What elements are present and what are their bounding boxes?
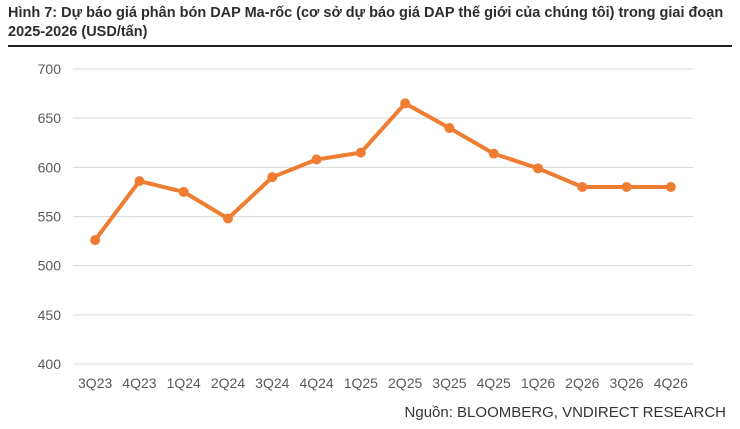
x-tick-label: 4Q23: [122, 375, 156, 391]
y-tick-label: 550: [38, 209, 62, 225]
data-point-1Q26: [533, 163, 543, 174]
x-axis-ticks: 3Q23 4Q23 1Q24 2Q24 3Q24 4Q24 1Q25 2Q25 3Q25 4Q25…: [78, 375, 688, 391]
series-line-0: [93, 101, 673, 243]
y-tick-label: 600: [38, 159, 62, 175]
title-divider: [8, 45, 732, 47]
x-tick-label: 4Q25: [477, 375, 511, 391]
y-tick-label: 650: [38, 110, 62, 126]
data-point-4Q26: [665, 182, 676, 192]
y-tick-label: 500: [38, 258, 62, 274]
y-axis-ticks: 400 450 500 550 600 650 700: [38, 61, 62, 372]
data-point-1Q24: [178, 186, 189, 197]
data-point-2Q24: [223, 213, 233, 224]
data-point-2Q25: [400, 98, 411, 109]
x-tick-label: 3Q24: [255, 375, 289, 391]
x-tick-label: 2Q25: [388, 375, 422, 391]
x-tick-label: 1Q24: [167, 375, 201, 391]
x-tick-label: 3Q23: [78, 375, 112, 391]
chart-area: 400 450 500 550 600 650 700 3Q23 4Q23 1Q24 2Q24 3Q…: [0, 50, 740, 400]
x-tick-label: 3Q25: [432, 375, 466, 391]
data-point-4Q24: [311, 154, 322, 165]
x-tick-label: 2Q26: [565, 375, 599, 391]
data-point-1Q25: [355, 147, 366, 158]
data-point-3Q25: [444, 123, 455, 133]
source-note: Nguồn: BLOOMBERG, VNDIRECT RESEARCH: [404, 404, 726, 421]
data-point-4Q23: [134, 176, 145, 187]
data-point-4Q25: [488, 148, 499, 159]
data-point-3Q26: [621, 182, 632, 192]
x-tick-label: 2Q24: [211, 375, 245, 391]
chart-title: Hình 7: Dự báo giá phân bón DAP Ma-rốc (…: [8, 5, 724, 40]
y-tick-label: 450: [38, 307, 62, 323]
x-tick-label: 4Q24: [299, 375, 333, 391]
x-tick-label: 3Q26: [609, 375, 643, 391]
x-tick-label: 4Q26: [654, 375, 688, 391]
data-point-3Q23: [90, 235, 101, 246]
y-tick-label: 700: [38, 61, 62, 77]
gridlines: [73, 68, 693, 365]
y-tick-label: 400: [38, 356, 62, 372]
series: [90, 98, 676, 246]
x-tick-label: 1Q25: [344, 375, 378, 391]
data-point-2Q26: [577, 182, 588, 192]
x-tick-label: 1Q26: [521, 375, 555, 391]
data-point-3Q24: [267, 172, 278, 183]
